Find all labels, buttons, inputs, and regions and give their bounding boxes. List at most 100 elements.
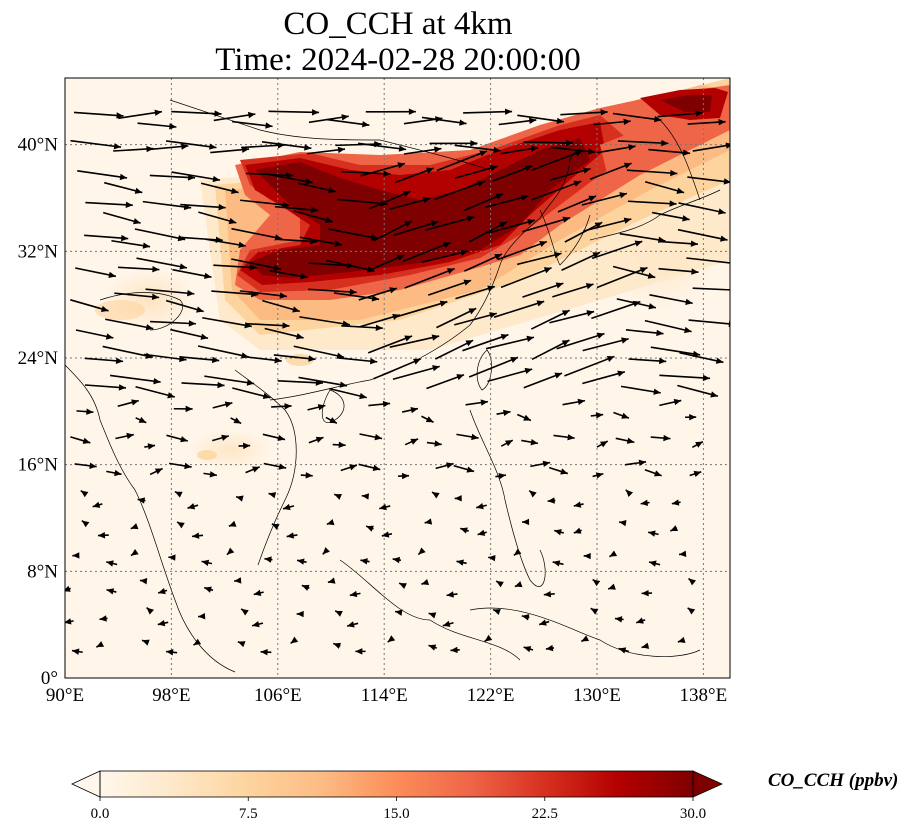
wind-arrow	[460, 527, 470, 534]
wind-arrow	[678, 550, 687, 558]
wind-arrow	[172, 268, 212, 279]
wind-arrow	[500, 266, 552, 289]
wind-arrow	[688, 577, 696, 586]
wind-arrow	[365, 525, 374, 532]
wind-arrow	[203, 471, 218, 478]
co-concentration-field	[95, 78, 730, 470]
wind-arrow	[358, 287, 398, 301]
wind-arrow	[301, 584, 310, 591]
colorbar-tick-label: 7.5	[239, 806, 258, 822]
wind-arrow	[596, 440, 609, 448]
wind-arrow	[553, 434, 575, 441]
lon-tick-label: 114°E	[361, 685, 408, 706]
wind-arrow	[485, 335, 535, 350]
wind-arrow	[201, 559, 213, 566]
wind-arrow	[74, 462, 97, 469]
wind-arrow	[670, 525, 679, 532]
wind-arrow	[582, 370, 626, 385]
wind-arrow	[488, 218, 536, 234]
wind-arrow	[398, 582, 407, 589]
wind-arrow	[298, 182, 336, 194]
wind-arrow	[617, 139, 669, 147]
wind-arrow	[174, 490, 183, 498]
wind-arrow	[396, 300, 448, 318]
wind-arrow	[549, 167, 591, 181]
wind-arrow	[114, 292, 160, 301]
wind-arrow	[402, 241, 451, 262]
colorbar-tick-label: 15.0	[383, 806, 409, 822]
wind-arrow	[455, 285, 496, 300]
wind-arrow	[424, 518, 433, 525]
wind-arrow	[521, 439, 539, 446]
wind-arrow	[628, 357, 667, 365]
lat-tick-label: 0°	[41, 668, 58, 689]
wind-arrow	[290, 636, 299, 645]
wind-arrow	[551, 146, 596, 155]
wind-arrow	[146, 143, 189, 151]
wind-arrow	[436, 307, 477, 329]
wind-arrow	[73, 111, 124, 119]
wind-arrow	[428, 644, 438, 651]
lat-tick-label: 16°N	[18, 455, 59, 476]
wind-arrow	[564, 221, 603, 243]
wind-arrow	[692, 142, 730, 152]
wind-arrow	[296, 558, 307, 565]
wind-arrow	[117, 399, 139, 408]
wind-arrow	[241, 355, 282, 364]
wind-arrow	[271, 403, 292, 410]
wind-arrow	[355, 648, 366, 655]
wind-arrow	[145, 288, 195, 297]
wind-arrow	[692, 287, 730, 291]
wind-arrow	[590, 607, 599, 615]
wind-arrow	[609, 550, 618, 558]
wind-arrow	[442, 620, 454, 627]
wind-arrow	[530, 460, 551, 468]
wind-arrow	[516, 413, 532, 422]
wind-arrow	[307, 146, 346, 155]
wind-arrow	[265, 173, 313, 185]
wind-arrow	[417, 547, 426, 556]
lon-tick-label: 138°E	[680, 685, 728, 706]
wind-arrow	[72, 552, 80, 559]
wind-arrow	[274, 205, 319, 214]
wind-arrow	[484, 634, 493, 643]
wind-arrow	[204, 375, 255, 386]
wind-arrow	[282, 503, 295, 511]
wind-arrow	[228, 520, 237, 527]
wind-arrow	[293, 210, 334, 224]
wind-vectors	[65, 108, 730, 656]
wind-arrow	[332, 441, 346, 449]
wind-arrow	[141, 639, 150, 646]
wind-arrow	[523, 646, 534, 653]
wind-arrow	[212, 401, 233, 409]
wind-arrow	[326, 519, 335, 526]
wind-arrow	[649, 294, 693, 306]
wind-arrow	[590, 412, 604, 419]
wind-arrow	[626, 169, 678, 177]
wind-arrow	[366, 254, 405, 273]
wind-arrow	[308, 288, 357, 296]
wind-arrow	[327, 577, 336, 584]
wind-arrow	[468, 221, 508, 243]
wind-arrow	[618, 519, 627, 527]
wind-arrow	[582, 217, 632, 232]
wind-arrow	[392, 556, 402, 564]
wind-arrow	[429, 140, 478, 147]
wind-arrow	[81, 519, 90, 528]
lon-tick-label: 122°E	[467, 685, 515, 706]
wind-arrow	[359, 313, 401, 328]
wind-arrow	[453, 464, 475, 473]
wind-arrow	[613, 411, 630, 419]
wind-arrow	[105, 318, 154, 331]
wind-arrow	[552, 560, 564, 567]
wind-arrow	[436, 150, 488, 172]
wind-arrow	[625, 329, 664, 337]
wind-arrow	[326, 118, 370, 128]
wind-arrow	[651, 211, 690, 222]
wind-arrow	[468, 356, 519, 378]
colorbar-max-extend	[692, 770, 723, 798]
wind-arrow	[251, 621, 264, 628]
wind-arrow	[237, 640, 246, 648]
lat-tick-label: 40°N	[18, 135, 59, 156]
wind-arrow	[401, 406, 419, 414]
